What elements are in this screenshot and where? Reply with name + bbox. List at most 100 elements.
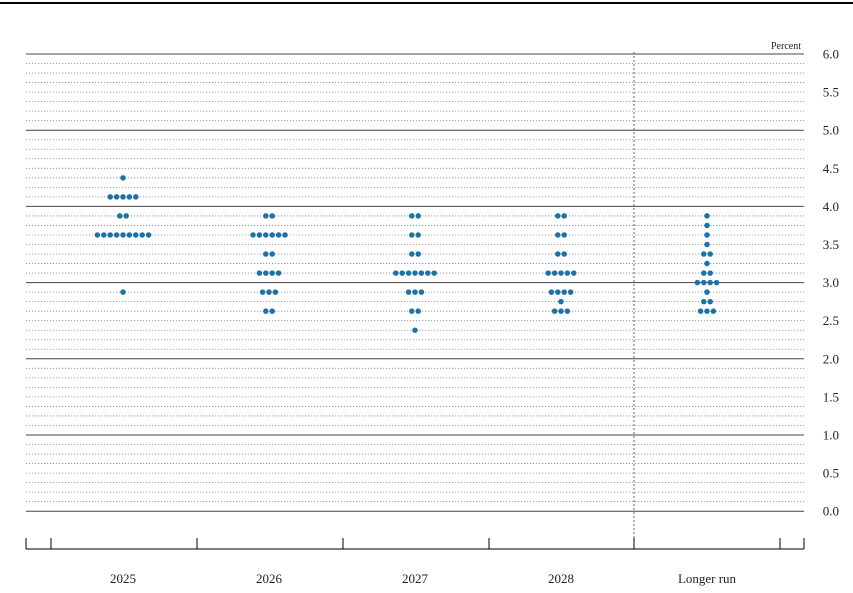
dot-point bbox=[412, 270, 418, 276]
dot-point bbox=[120, 289, 126, 295]
gridlines bbox=[26, 53, 804, 512]
y-tick-label: 1.5 bbox=[823, 389, 839, 404]
dot-point bbox=[571, 270, 577, 276]
y-tick-label: 5.5 bbox=[823, 85, 839, 100]
dot-point bbox=[256, 232, 263, 238]
y-tick-label: 3.5 bbox=[823, 237, 839, 252]
dot-point bbox=[704, 260, 710, 267]
dot-point bbox=[707, 279, 713, 286]
dot-point bbox=[409, 232, 415, 238]
dot-point bbox=[415, 232, 421, 238]
dot-point bbox=[564, 308, 571, 314]
dot-point bbox=[701, 270, 707, 276]
dot-point bbox=[710, 308, 717, 314]
y-tick-label: 3.0 bbox=[823, 275, 839, 290]
dot-point bbox=[405, 289, 412, 295]
dot-point bbox=[545, 270, 551, 276]
dot-point bbox=[399, 270, 405, 276]
dot-point bbox=[707, 251, 713, 257]
dot-point bbox=[558, 308, 564, 314]
dot-point bbox=[561, 289, 567, 295]
dot-point bbox=[704, 241, 710, 248]
dot-point bbox=[701, 298, 707, 305]
dot-point bbox=[707, 298, 713, 305]
dot-point bbox=[120, 232, 126, 238]
dot-point bbox=[561, 251, 567, 257]
y-tick-label: 0.0 bbox=[823, 504, 839, 519]
dot-point bbox=[139, 232, 145, 238]
dot-point bbox=[405, 270, 412, 276]
category-label: 2026 bbox=[256, 571, 283, 586]
dot-point bbox=[548, 289, 555, 295]
dot-point bbox=[561, 232, 567, 238]
dot-point bbox=[113, 232, 120, 238]
dot-point bbox=[409, 213, 415, 219]
dot-point bbox=[269, 232, 275, 238]
dot-point bbox=[101, 232, 107, 238]
unit-label: Percent bbox=[771, 41, 801, 52]
dot-point bbox=[697, 308, 704, 314]
dot-point bbox=[269, 213, 275, 219]
dot-point bbox=[564, 270, 571, 276]
dot-point bbox=[263, 251, 269, 257]
dot-point bbox=[269, 270, 275, 276]
dot-point bbox=[555, 251, 561, 257]
dot-point bbox=[145, 232, 152, 238]
y-axis-labels: 6.0 5.5 5.0 4.5 4.0 3.5 3.0 2.5 2.0 1.5 1.0 0.5 0.0 bbox=[823, 47, 839, 519]
dot-point bbox=[415, 308, 421, 314]
dot-point bbox=[269, 251, 275, 257]
dot-point bbox=[123, 213, 129, 219]
dot-point bbox=[263, 308, 269, 314]
dot-point bbox=[551, 270, 558, 276]
category-labels: 2025 2026 2027 2028 Longer run bbox=[110, 571, 737, 586]
dot-point bbox=[409, 251, 415, 257]
dot-point bbox=[701, 251, 707, 257]
dot-point bbox=[431, 270, 437, 276]
dot-point bbox=[412, 327, 418, 333]
y-tick-label: 4.5 bbox=[823, 161, 839, 176]
dot-point bbox=[269, 308, 275, 314]
dot-point bbox=[126, 232, 133, 238]
dot-point bbox=[263, 213, 269, 219]
dot-point bbox=[555, 232, 561, 238]
y-tick-label: 6.0 bbox=[823, 47, 839, 62]
dot-point bbox=[117, 213, 123, 219]
dot-point bbox=[275, 232, 282, 238]
dot-point bbox=[266, 289, 272, 295]
dot-point bbox=[418, 289, 425, 295]
y-tick-label: 1.0 bbox=[823, 428, 839, 443]
dot-point bbox=[558, 298, 564, 305]
dot-point bbox=[282, 232, 288, 238]
dot-point bbox=[272, 289, 279, 295]
x-axis bbox=[25, 538, 805, 550]
dot-point bbox=[704, 232, 710, 238]
y-tick-label: 0.5 bbox=[823, 466, 839, 481]
dot-point bbox=[567, 289, 574, 295]
dot-point bbox=[133, 232, 139, 238]
dot-point bbox=[704, 289, 710, 295]
dot-point bbox=[704, 213, 710, 219]
dot-point bbox=[555, 289, 561, 295]
dot-point bbox=[94, 232, 101, 238]
dot-point bbox=[713, 279, 720, 286]
category-label: Longer run bbox=[678, 571, 737, 586]
dot-point bbox=[425, 270, 431, 276]
dot-point bbox=[555, 213, 561, 219]
dot-point bbox=[558, 270, 564, 276]
dot-point bbox=[561, 213, 567, 219]
dot-point bbox=[704, 222, 710, 229]
dot-point bbox=[418, 270, 425, 276]
dot-point bbox=[120, 194, 126, 200]
dot-point bbox=[263, 270, 269, 276]
dot-point bbox=[259, 289, 266, 295]
dot-point bbox=[415, 213, 421, 219]
y-tick-label: 2.0 bbox=[823, 351, 839, 366]
dot-point bbox=[120, 175, 126, 181]
dot-point bbox=[275, 270, 282, 276]
dot-point bbox=[107, 232, 113, 238]
dot-point bbox=[704, 308, 710, 314]
category-label: 2025 bbox=[110, 571, 136, 586]
y-tick-label: 5.0 bbox=[823, 123, 839, 138]
dot-point bbox=[707, 270, 713, 276]
